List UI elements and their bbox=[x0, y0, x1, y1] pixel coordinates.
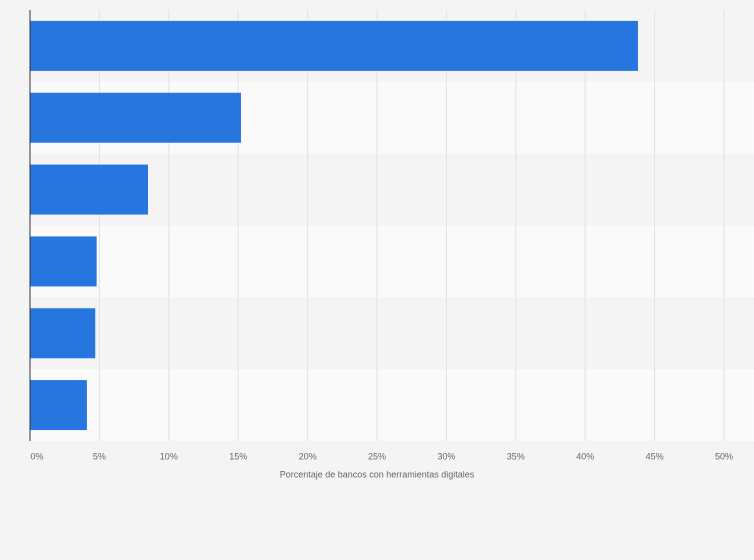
x-tick-label: 10% bbox=[160, 451, 178, 461]
x-tick-label: 40% bbox=[576, 451, 594, 461]
x-tick-label: 0% bbox=[30, 451, 43, 461]
bar bbox=[30, 380, 87, 431]
bar bbox=[30, 164, 148, 215]
row-band bbox=[30, 225, 754, 298]
row-band bbox=[30, 297, 754, 370]
bar bbox=[30, 236, 97, 287]
x-tick-label: 5% bbox=[93, 451, 106, 461]
x-tick-label: 45% bbox=[646, 451, 664, 461]
x-tick-label: 20% bbox=[299, 451, 317, 461]
x-tick-label: 30% bbox=[437, 451, 455, 461]
bar bbox=[30, 308, 96, 359]
x-tick-label: 35% bbox=[507, 451, 525, 461]
bar bbox=[30, 92, 241, 143]
x-tick-label: 50% bbox=[715, 451, 733, 461]
x-tick-label: 25% bbox=[368, 451, 386, 461]
row-band bbox=[30, 369, 754, 441]
bar bbox=[30, 20, 638, 71]
x-axis-label: Porcentaje de bancos con herramientas di… bbox=[280, 469, 475, 479]
row-band bbox=[30, 153, 754, 226]
x-tick-label: 15% bbox=[229, 451, 247, 461]
